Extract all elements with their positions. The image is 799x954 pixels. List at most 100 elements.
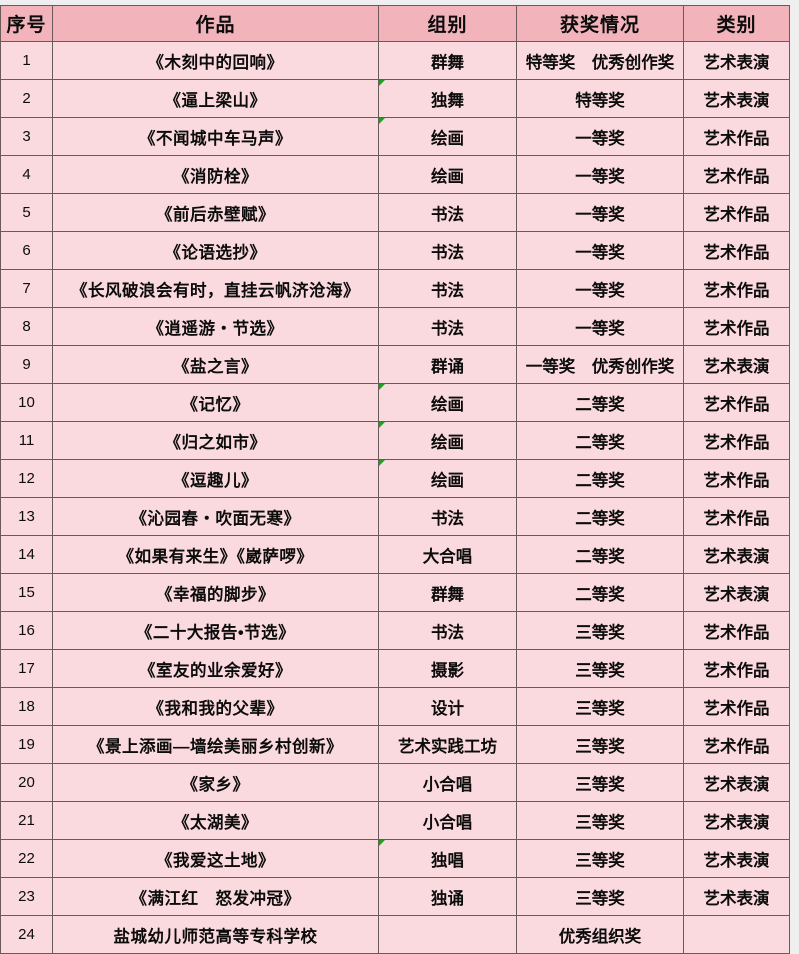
cell-index[interactable]: 7	[0, 269, 53, 308]
cell-work[interactable]: 《盐之言》	[52, 345, 379, 384]
cell-index[interactable]: 19	[0, 725, 53, 764]
cell-category[interactable]: 艺术作品	[683, 231, 790, 270]
cell-work[interactable]: 《我爱这土地》	[52, 839, 379, 878]
cell-group[interactable]: 绘画	[378, 459, 517, 498]
cell-category[interactable]: 艺术表演	[683, 763, 790, 802]
cell-index[interactable]: 10	[0, 383, 53, 422]
cell-group[interactable]: 艺术实践工坊	[378, 725, 517, 764]
cell-group[interactable]: 大合唱	[378, 535, 517, 574]
cell-award[interactable]: 一等奖 优秀创作奖	[516, 345, 684, 384]
cell-work[interactable]: 盐城幼儿师范高等专科学校	[52, 915, 379, 954]
table-row[interactable]: 12 《逗趣儿》 绘画 二等奖 艺术作品	[0, 459, 790, 498]
table-row[interactable]: 8 《逍遥游・节选》 书法 一等奖 艺术作品	[0, 307, 790, 346]
cell-category[interactable]: 艺术表演	[683, 801, 790, 840]
cell-work[interactable]: 《逍遥游・节选》	[52, 307, 379, 346]
cell-index[interactable]: 14	[0, 535, 53, 574]
column-header-work[interactable]: 作品	[52, 5, 379, 42]
cell-work[interactable]: 《如果有来生》《崴萨啰》	[52, 535, 379, 574]
cell-group[interactable]: 绘画	[378, 421, 517, 460]
cell-group[interactable]: 书法	[378, 497, 517, 536]
cell-category[interactable]: 艺术作品	[683, 307, 790, 346]
cell-award[interactable]: 三等奖	[516, 877, 684, 916]
column-header-category[interactable]: 类别	[683, 5, 790, 42]
cell-award[interactable]: 二等奖	[516, 535, 684, 574]
column-header-award[interactable]: 获奖情况	[516, 5, 684, 42]
cell-award[interactable]: 二等奖	[516, 497, 684, 536]
cell-group[interactable]: 独舞	[378, 79, 517, 118]
cell-index[interactable]: 11	[0, 421, 53, 460]
cell-category[interactable]: 艺术表演	[683, 573, 790, 612]
cell-work[interactable]: 《幸福的脚步》	[52, 573, 379, 612]
cell-group[interactable]: 绘画	[378, 117, 517, 156]
cell-index[interactable]: 16	[0, 611, 53, 650]
table-row[interactable]: 9 《盐之言》 群诵 一等奖 优秀创作奖 艺术表演	[0, 345, 790, 384]
cell-category[interactable]: 艺术作品	[683, 649, 790, 688]
cell-index[interactable]: 2	[0, 79, 53, 118]
cell-category[interactable]: 艺术作品	[683, 193, 790, 232]
table-row[interactable]: 14 《如果有来生》《崴萨啰》 大合唱 二等奖 艺术表演	[0, 535, 790, 574]
cell-index[interactable]: 9	[0, 345, 53, 384]
table-row[interactable]: 4 《消防栓》 绘画 一等奖 艺术作品	[0, 155, 790, 194]
cell-work[interactable]: 《逗趣儿》	[52, 459, 379, 498]
cell-group[interactable]: 书法	[378, 307, 517, 346]
cell-index[interactable]: 12	[0, 459, 53, 498]
table-row[interactable]: 18 《我和我的父辈》 设计 三等奖 艺术作品	[0, 687, 790, 726]
cell-work[interactable]: 《家乡》	[52, 763, 379, 802]
cell-index[interactable]: 15	[0, 573, 53, 612]
cell-category[interactable]: 艺术表演	[683, 41, 790, 80]
cell-award[interactable]: 特等奖	[516, 79, 684, 118]
table-row[interactable]: 16 《二十大报告•节选》 书法 三等奖 艺术作品	[0, 611, 790, 650]
cell-index[interactable]: 6	[0, 231, 53, 270]
cell-category[interactable]: 艺术作品	[683, 421, 790, 460]
cell-index[interactable]: 20	[0, 763, 53, 802]
cell-index[interactable]: 1	[0, 41, 53, 80]
cell-award[interactable]: 三等奖	[516, 611, 684, 650]
cell-work[interactable]: 《木刻中的回响》	[52, 41, 379, 80]
cell-award[interactable]: 三等奖	[516, 649, 684, 688]
table-row[interactable]: 10 《记忆》 绘画 二等奖 艺术作品	[0, 383, 790, 422]
cell-index[interactable]: 5	[0, 193, 53, 232]
table-row[interactable]: 20 《家乡》 小合唱 三等奖 艺术表演	[0, 763, 790, 802]
cell-category[interactable]: 艺术作品	[683, 611, 790, 650]
cell-category[interactable]: 艺术作品	[683, 497, 790, 536]
cell-work[interactable]: 《我和我的父辈》	[52, 687, 379, 726]
cell-category[interactable]: 艺术表演	[683, 345, 790, 384]
cell-group[interactable]: 书法	[378, 611, 517, 650]
table-row[interactable]: 24 盐城幼儿师范高等专科学校 优秀组织奖	[0, 915, 790, 954]
cell-group[interactable]: 绘画	[378, 155, 517, 194]
cell-index[interactable]: 18	[0, 687, 53, 726]
cell-group[interactable]: 独唱	[378, 839, 517, 878]
cell-award[interactable]: 一等奖	[516, 269, 684, 308]
table-row[interactable]: 13 《沁园春・吹面无寒》 书法 二等奖 艺术作品	[0, 497, 790, 536]
column-header-index[interactable]: 序号	[0, 5, 53, 42]
cell-category[interactable]: 艺术作品	[683, 725, 790, 764]
table-row[interactable]: 6 《论语选抄》 书法 一等奖 艺术作品	[0, 231, 790, 270]
cell-index[interactable]: 8	[0, 307, 53, 346]
column-header-group[interactable]: 组别	[378, 5, 517, 42]
cell-group[interactable]: 绘画	[378, 383, 517, 422]
cell-category[interactable]: 艺术表演	[683, 839, 790, 878]
cell-category[interactable]: 艺术作品	[683, 459, 790, 498]
cell-award[interactable]: 二等奖	[516, 421, 684, 460]
cell-index[interactable]: 24	[0, 915, 53, 954]
cell-category[interactable]: 艺术表演	[683, 79, 790, 118]
cell-group[interactable]: 摄影	[378, 649, 517, 688]
table-row[interactable]: 22 《我爱这土地》 独唱 三等奖 艺术表演	[0, 839, 790, 878]
cell-index[interactable]: 4	[0, 155, 53, 194]
cell-award[interactable]: 二等奖	[516, 383, 684, 422]
table-row[interactable]: 1 《木刻中的回响》 群舞 特等奖 优秀创作奖 艺术表演	[0, 41, 790, 80]
cell-work[interactable]: 《归之如市》	[52, 421, 379, 460]
cell-work[interactable]: 《前后赤壁赋》	[52, 193, 379, 232]
cell-group[interactable]: 群诵	[378, 345, 517, 384]
cell-group[interactable]: 书法	[378, 269, 517, 308]
cell-category[interactable]: 艺术表演	[683, 535, 790, 574]
cell-index[interactable]: 22	[0, 839, 53, 878]
cell-award[interactable]: 一等奖	[516, 307, 684, 346]
table-row[interactable]: 15 《幸福的脚步》 群舞 二等奖 艺术表演	[0, 573, 790, 612]
cell-award[interactable]: 一等奖	[516, 155, 684, 194]
cell-award[interactable]: 优秀组织奖	[516, 915, 684, 954]
table-row[interactable]: 7 《长风破浪会有时，直挂云帆济沧海》 书法 一等奖 艺术作品	[0, 269, 790, 308]
cell-award[interactable]: 三等奖	[516, 763, 684, 802]
cell-group[interactable]: 设计	[378, 687, 517, 726]
cell-award[interactable]: 一等奖	[516, 193, 684, 232]
